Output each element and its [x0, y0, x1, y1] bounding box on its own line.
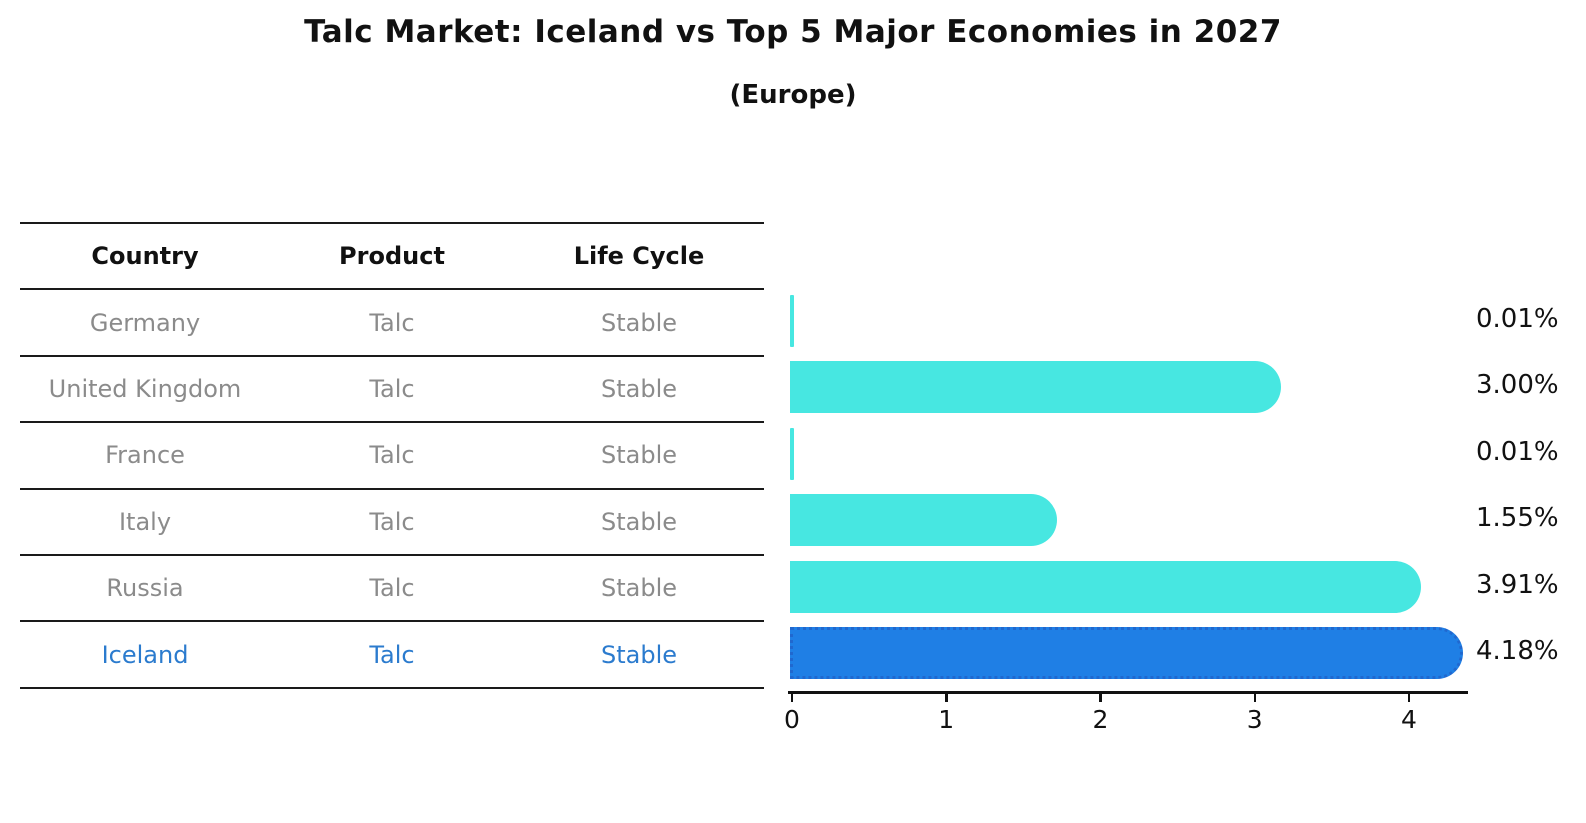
bar-france: [790, 427, 794, 480]
value-label-italy: 1.55%: [1476, 503, 1559, 534]
x-tick-label: 3: [1246, 705, 1263, 734]
cell-country: Germany: [20, 289, 270, 357]
value-label-germany: 0.01%: [1476, 304, 1559, 334]
x-tick-label: 4: [1401, 705, 1417, 734]
x-tick-mark: [945, 693, 948, 702]
cell-product: Talc: [270, 621, 514, 689]
value-label-iceland: 4.18%: [1476, 636, 1559, 666]
x-tick-label: 2: [1092, 705, 1109, 734]
table-row-italy: Italy Talc Stable: [20, 488, 764, 556]
x-tick-mark: [790, 693, 794, 702]
value-label-france: 0.01%: [1476, 436, 1559, 467]
cell-life-cycle: Stable: [514, 554, 764, 623]
table-row-france: France Talc Stable: [20, 422, 764, 490]
cell-life-cycle: Stable: [514, 289, 764, 357]
cell-life-cycle: Stable: [514, 488, 764, 556]
table-row-united-kingdom: United Kingdom Talc Stable: [20, 355, 764, 424]
cell-product: Talc: [270, 488, 514, 556]
cell-country: United Kingdom: [20, 355, 270, 424]
x-tick-mark: [1407, 693, 1411, 702]
x-tick-mark: [1253, 693, 1256, 702]
table-header-row: Country Product Life Cycle: [20, 221, 764, 291]
cell-product: Talc: [270, 355, 514, 424]
bar-united-kingdom: [790, 361, 1281, 414]
x-tick-label: 1: [938, 705, 955, 734]
x-axis-line: [788, 691, 1468, 694]
cell-country: Iceland: [20, 621, 270, 689]
page-title: Talc Market: Iceland vs Top 5 Major Econ…: [304, 14, 1282, 50]
cell-product: Talc: [270, 289, 514, 357]
cell-product: Talc: [270, 422, 514, 490]
x-tick-mark: [1099, 693, 1102, 702]
value-label-russia: 3.91%: [1476, 569, 1559, 600]
table-row-iceland: Iceland Talc Stable: [20, 621, 764, 689]
bar-iceland: [790, 627, 1463, 679]
table-row-russia: Russia Talc Stable: [20, 554, 764, 623]
cell-life-cycle: Stable: [514, 621, 764, 689]
bar-russia: [790, 560, 1422, 613]
cell-country: France: [20, 422, 270, 490]
page-subtitle: (Europe): [729, 80, 857, 110]
column-header-life-cycle: Life Cycle: [514, 221, 764, 291]
bar-germany: [790, 295, 794, 347]
cell-life-cycle: Stable: [514, 422, 764, 490]
cell-country: Russia: [20, 554, 270, 623]
x-tick-label: 0: [784, 705, 800, 734]
cell-country: Italy: [20, 488, 270, 556]
column-header-product: Product: [270, 221, 514, 291]
cell-product: Talc: [270, 554, 514, 623]
column-header-country: Country: [20, 221, 270, 291]
value-label-united-kingdom: 3.00%: [1476, 370, 1559, 401]
country-info-table: Country Product Life Cycle Germany Talc St…: [20, 221, 764, 689]
bar-italy: [790, 494, 1058, 547]
cell-life-cycle: Stable: [514, 355, 764, 424]
table-row-germany: Germany Talc Stable: [20, 289, 764, 357]
